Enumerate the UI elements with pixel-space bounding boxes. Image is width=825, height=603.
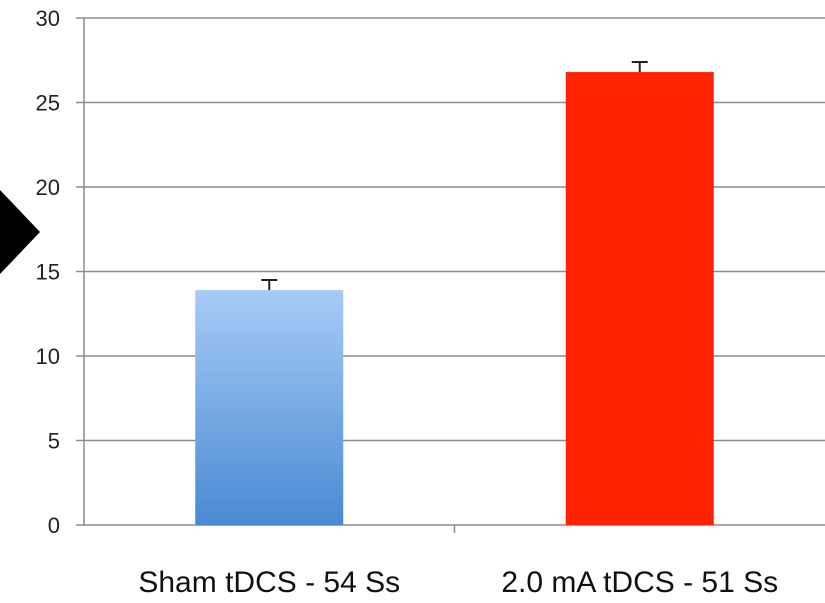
- category-labels: Sham tDCS - 54 Ss 2.0 mA tDCS - 51 Ss: [138, 566, 778, 599]
- bars: [195, 60, 714, 525]
- y-tick-label: 30: [36, 6, 60, 31]
- y-tick-label: 15: [36, 260, 60, 285]
- y-tick-label: 10: [36, 344, 60, 369]
- arrow-pointer-icon: [0, 190, 40, 274]
- gridlines: [84, 17, 825, 442]
- y-tick-label: 0: [48, 513, 60, 538]
- tick-labels: 0 5 10 15 20 25 30: [36, 6, 60, 538]
- y-tick-label: 5: [48, 429, 60, 454]
- y-tick-label: 20: [36, 175, 60, 200]
- x-category-label: 2.0 mA tDCS - 51 Ss: [501, 566, 778, 599]
- bar: [195, 290, 344, 525]
- y-tick-label: 25: [36, 91, 60, 116]
- x-category-label: Sham tDCS - 54 Ss: [138, 566, 400, 599]
- bar: [565, 72, 714, 525]
